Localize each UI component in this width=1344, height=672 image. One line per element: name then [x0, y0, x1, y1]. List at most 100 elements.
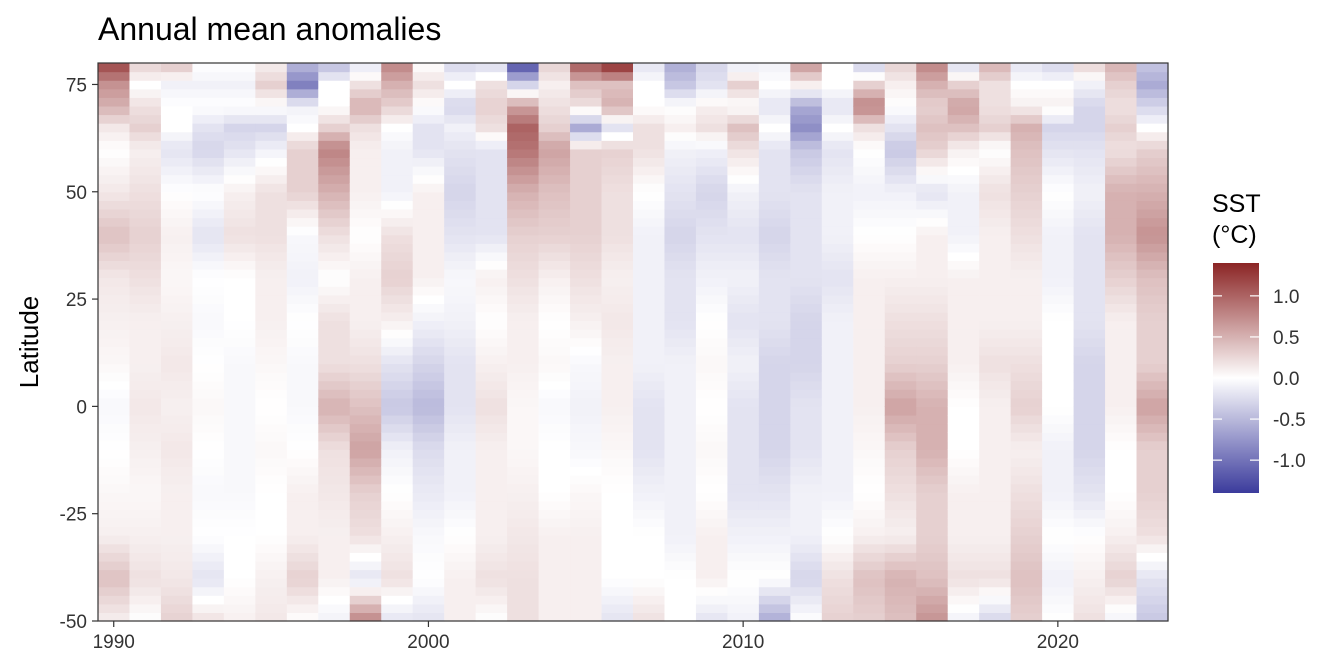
heatmap-cell	[223, 517, 256, 528]
heatmap-cell	[1105, 63, 1138, 73]
heatmap-cell	[507, 526, 540, 536]
heatmap-cell	[160, 123, 194, 133]
heatmap-cell	[821, 183, 854, 193]
heatmap-cell	[1073, 71, 1106, 81]
heatmap-cell	[349, 423, 382, 433]
heatmap-cell	[1073, 166, 1106, 176]
heatmap-cell	[633, 157, 666, 167]
heatmap-cell	[286, 303, 319, 313]
heatmap-cell	[695, 320, 729, 330]
heatmap-cell	[727, 269, 760, 279]
heatmap-cell	[1073, 131, 1106, 141]
heatmap-cell	[790, 535, 823, 545]
heatmap-cell	[695, 423, 729, 433]
heatmap-cell	[1105, 277, 1138, 287]
heatmap-cell	[853, 543, 886, 553]
heatmap-cell	[381, 148, 414, 159]
heatmap-cell	[853, 183, 886, 193]
heatmap-cell	[664, 535, 697, 545]
heatmap-cell	[475, 603, 508, 614]
heatmap-cell	[695, 166, 729, 176]
heatmap-cell	[1136, 303, 1169, 313]
heatmap-cell	[192, 449, 225, 459]
heatmap-cell	[884, 303, 917, 313]
heatmap-cell	[790, 183, 823, 193]
heatmap-cell	[601, 569, 634, 579]
heatmap-cell	[223, 578, 256, 588]
heatmap-cell	[884, 148, 917, 159]
heatmap-cell	[286, 80, 319, 90]
heatmap-cell	[758, 208, 791, 219]
heatmap-cell	[758, 363, 791, 373]
heatmap-cell	[979, 526, 1012, 536]
heatmap-cell	[601, 509, 634, 519]
heatmap-cell	[160, 303, 194, 313]
heatmap-cell	[758, 414, 791, 425]
heatmap-cell	[412, 500, 445, 510]
heatmap-cell	[947, 148, 980, 159]
heatmap-cell	[1105, 200, 1138, 210]
heatmap-cell	[916, 552, 949, 562]
heatmap-cell	[1073, 414, 1106, 425]
heatmap-cell	[1105, 123, 1138, 133]
heatmap-cell	[538, 560, 571, 571]
heatmap-cell	[475, 363, 508, 373]
heatmap-cell	[223, 397, 256, 407]
heatmap-cell	[444, 208, 477, 219]
heatmap-cell	[192, 466, 225, 476]
heatmap-cell	[601, 595, 634, 605]
heatmap-cell	[538, 200, 571, 210]
heatmap-cell	[507, 123, 540, 133]
heatmap-cell	[160, 105, 194, 116]
heatmap-cell	[255, 97, 288, 107]
heatmap-cell	[821, 97, 854, 107]
heatmap-cell	[664, 363, 697, 373]
heatmap-cell	[507, 483, 540, 493]
heatmap-cell	[790, 63, 823, 73]
heatmap-cell	[916, 183, 949, 193]
heatmap-cell	[412, 166, 445, 176]
heatmap-cell	[664, 337, 697, 347]
heatmap-cell	[1042, 535, 1075, 545]
heatmap-cell	[916, 372, 949, 382]
heatmap-cell	[853, 586, 886, 596]
heatmap-cell	[538, 123, 571, 133]
heatmap-cell	[979, 260, 1012, 270]
heatmap-cell	[192, 303, 225, 313]
heatmap-cell	[947, 569, 980, 579]
heatmap-cell	[853, 217, 886, 227]
heatmap-cell	[349, 440, 382, 450]
heatmap-cell	[979, 483, 1012, 493]
heatmap-cell	[129, 406, 162, 416]
heatmap-cell	[601, 217, 634, 227]
heatmap-cell	[821, 586, 854, 596]
heatmap-cell	[412, 183, 445, 193]
heatmap-cell	[160, 148, 194, 159]
heatmap-cell	[979, 475, 1012, 485]
heatmap-cell	[664, 354, 697, 365]
heatmap-cell	[821, 131, 854, 141]
heatmap-cell	[821, 363, 854, 373]
heatmap-cell	[538, 397, 571, 407]
heatmap-cell	[223, 260, 256, 270]
heatmap-cell	[223, 406, 256, 416]
heatmap-cell	[475, 380, 508, 390]
heatmap-cell	[160, 492, 194, 502]
heatmap-cell	[601, 552, 634, 562]
heatmap-cell	[884, 63, 917, 73]
heatmap-cell	[727, 337, 760, 347]
heatmap-cell	[947, 354, 980, 365]
heatmap-cell	[192, 234, 225, 244]
heatmap-cell	[255, 440, 288, 450]
heatmap-cell	[633, 140, 666, 150]
heatmap-cell	[444, 586, 477, 596]
heatmap-cell	[1105, 294, 1138, 304]
heatmap-cell	[255, 543, 288, 553]
heatmap-cell	[979, 500, 1012, 510]
heatmap-cell	[884, 389, 917, 399]
heatmap-cell	[853, 526, 886, 536]
heatmap-cell	[1010, 569, 1043, 579]
heatmap-cell	[695, 303, 729, 313]
heatmap-cell	[884, 174, 917, 184]
heatmap-cell	[1105, 406, 1138, 416]
